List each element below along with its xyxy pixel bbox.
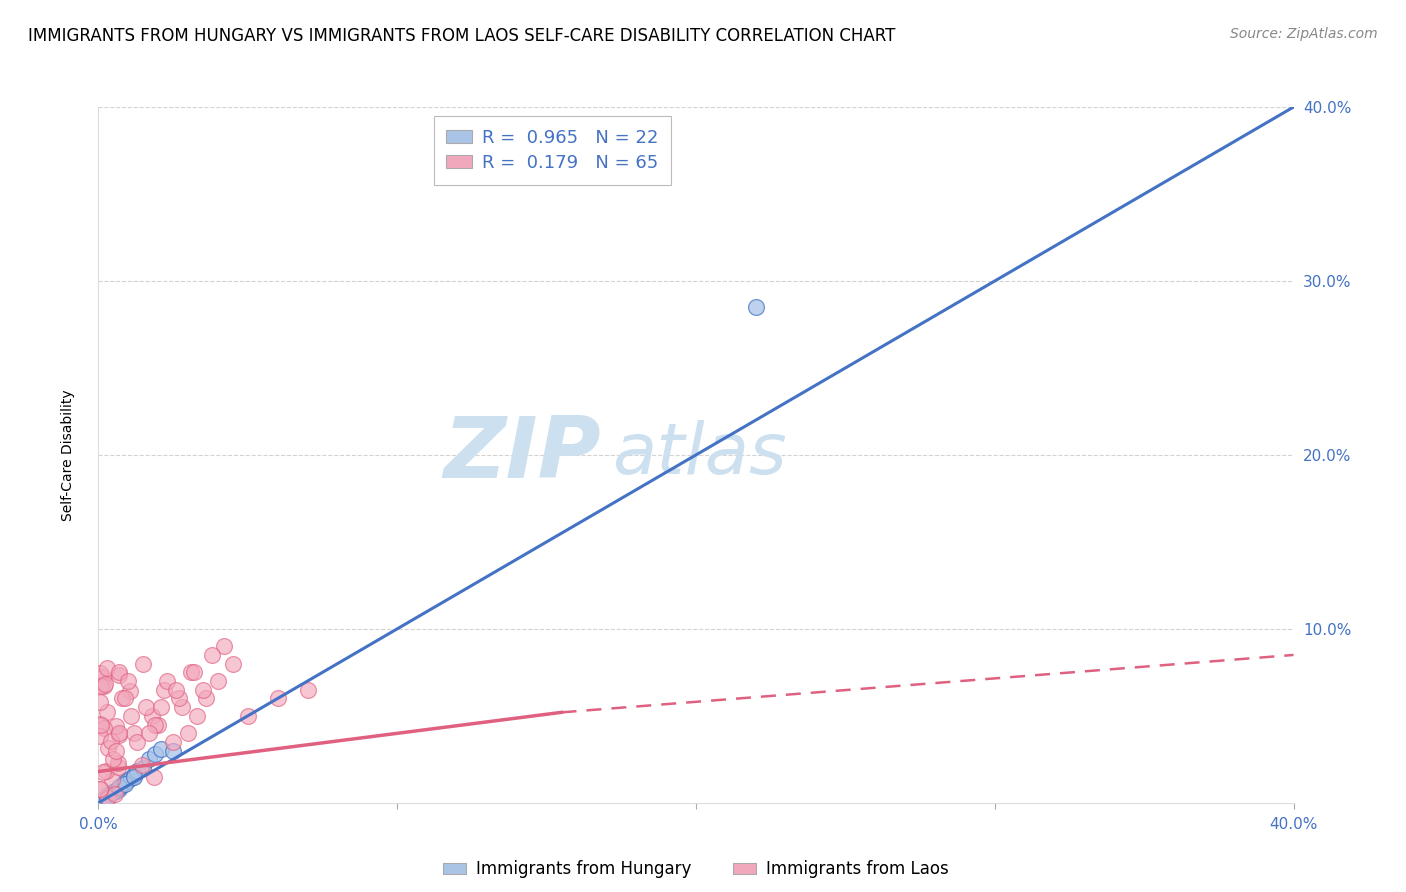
- Point: [111, 778, 134, 792]
- Point: [93, 679, 115, 693]
- Point: [103, 785, 125, 799]
- Point: [207, 674, 229, 689]
- Point: [183, 665, 205, 680]
- Point: [114, 777, 136, 791]
- Point: [91, 764, 114, 779]
- Point: [100, 733, 122, 747]
- Point: [153, 682, 176, 697]
- Point: [131, 758, 153, 772]
- Point: [222, 657, 245, 671]
- Point: [104, 787, 127, 801]
- Point: [267, 691, 290, 706]
- Point: [120, 708, 142, 723]
- Point: [105, 783, 128, 797]
- Point: [100, 787, 122, 801]
- Point: [124, 770, 146, 784]
- Point: [186, 708, 208, 723]
- Point: [132, 657, 155, 671]
- Point: [172, 700, 194, 714]
- Point: [180, 665, 202, 680]
- Point: [141, 708, 163, 723]
- Point: [93, 721, 115, 735]
- Point: [108, 726, 131, 740]
- Point: [117, 674, 139, 689]
- Point: [107, 668, 129, 682]
- Point: [167, 691, 190, 706]
- Point: [127, 764, 149, 779]
- Point: [108, 728, 131, 742]
- Point: [103, 785, 125, 799]
- Point: [143, 770, 166, 784]
- Point: [124, 726, 146, 740]
- Point: [120, 772, 142, 786]
- Text: IMMIGRANTS FROM HUNGARY VS IMMIGRANTS FROM LAOS SELF-CARE DISABILITY CORRELATION: IMMIGRANTS FROM HUNGARY VS IMMIGRANTS FR…: [28, 27, 896, 45]
- Point: [236, 708, 259, 723]
- Point: [103, 752, 125, 766]
- Point: [297, 682, 319, 697]
- Point: [94, 677, 117, 691]
- Point: [89, 717, 111, 731]
- Point: [138, 726, 160, 740]
- Point: [143, 717, 166, 731]
- Point: [138, 752, 160, 766]
- Point: [97, 791, 120, 805]
- Point: [165, 682, 187, 697]
- Point: [118, 683, 141, 698]
- Point: [93, 792, 115, 806]
- Point: [89, 781, 111, 796]
- Point: [108, 780, 131, 794]
- Point: [90, 679, 112, 693]
- Point: [111, 691, 134, 706]
- Point: [114, 775, 136, 789]
- Point: [114, 691, 136, 706]
- Point: [117, 773, 139, 788]
- Point: [89, 729, 111, 743]
- Point: [108, 665, 131, 679]
- Point: [89, 695, 111, 709]
- Legend: Immigrants from Hungary, Immigrants from Laos: Immigrants from Hungary, Immigrants from…: [436, 854, 956, 885]
- Point: [148, 717, 170, 731]
- Point: [127, 735, 149, 749]
- Text: Source: ZipAtlas.com: Source: ZipAtlas.com: [1230, 27, 1378, 41]
- Point: [89, 666, 111, 681]
- Point: [100, 772, 122, 787]
- Point: [212, 639, 235, 653]
- Text: ZIP: ZIP: [443, 413, 600, 497]
- Point: [105, 744, 128, 758]
- Point: [150, 742, 173, 756]
- Point: [107, 760, 129, 774]
- Point: [177, 726, 200, 740]
- Point: [96, 789, 118, 803]
- Y-axis label: Self-Care Disability: Self-Care Disability: [60, 389, 75, 521]
- Point: [162, 735, 184, 749]
- Point: [132, 761, 155, 775]
- Point: [745, 300, 768, 314]
- Point: [124, 768, 146, 782]
- Point: [90, 718, 112, 732]
- Point: [191, 682, 214, 697]
- Point: [162, 744, 184, 758]
- Point: [108, 781, 131, 796]
- Text: atlas: atlas: [613, 420, 787, 490]
- Point: [143, 747, 166, 761]
- Point: [150, 700, 173, 714]
- Point: [195, 691, 218, 706]
- Point: [156, 674, 179, 689]
- Point: [96, 764, 118, 778]
- Point: [91, 670, 114, 684]
- Point: [97, 741, 120, 756]
- Point: [107, 756, 129, 771]
- Point: [96, 706, 118, 720]
- Point: [104, 719, 127, 733]
- Point: [89, 781, 111, 796]
- Point: [96, 790, 118, 805]
- Point: [96, 661, 118, 675]
- Point: [201, 648, 224, 662]
- Point: [135, 700, 157, 714]
